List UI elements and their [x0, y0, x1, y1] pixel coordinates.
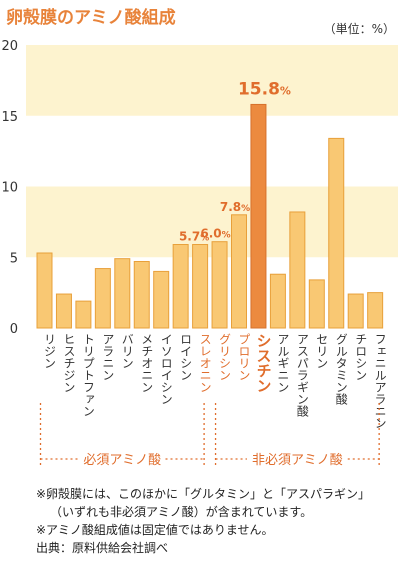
value-label-unit: % [280, 84, 291, 97]
group-brackets: 必須アミノ酸 非必須アミノ酸 [39, 403, 380, 468]
value-label-unit: % [222, 231, 231, 241]
category-label: メチオニン [140, 333, 154, 393]
category-label: バリン [120, 333, 134, 369]
footnote-2: （いずれも非必須アミノ酸）が含まれています。 [50, 505, 313, 519]
value-labels: 5.7%6.0%7.8%15.8% [179, 79, 291, 243]
bar-8 [172, 244, 189, 329]
category-label: フェニルアラニン [373, 333, 387, 429]
category-label: スレオニン [198, 333, 212, 393]
group-label: 必須アミノ酸 [83, 453, 161, 468]
chart-title: 卵殻膜のアミノ酸組成 [6, 8, 176, 28]
value-label: 6.0% [200, 227, 230, 241]
footnote-3: ※アミノ酸組成値は固定値ではありません。 [36, 523, 274, 537]
source-note: 出典：原料供給会社調べ [36, 541, 169, 555]
category-label: シスチン [254, 333, 272, 393]
y-tick-label: 15 [1, 110, 18, 125]
category-label: リジン [43, 333, 57, 369]
category-label: イソロイシン [159, 333, 173, 405]
bar-6 [133, 260, 150, 329]
category-label: セリン [315, 333, 329, 369]
category-label: チロシン [354, 333, 368, 381]
bar-5 [114, 258, 131, 329]
bars [36, 103, 384, 329]
category-label: グルタミン酸 [334, 333, 348, 405]
bar-14 [289, 211, 306, 329]
category-label: アラニン [101, 333, 115, 381]
value-label-number: 7.8 [220, 200, 241, 214]
bar-4 [94, 268, 111, 329]
y-tick-label: 0 [10, 322, 18, 337]
value-label-number: 6.0 [200, 227, 221, 241]
value-label: 7.8% [220, 200, 250, 214]
category-label: ヒスチジン [62, 333, 76, 393]
footnotes: ※卵殻膜には、このほかに「グルタミン」と「アスパラギン」 （いずれも非必須アミノ… [36, 485, 401, 557]
bar-7 [153, 270, 170, 329]
bar-11 [231, 214, 247, 329]
category-label: グリシン [218, 333, 232, 381]
category-label: アスパラギン酸 [295, 333, 309, 417]
value-label-number: 15.8 [238, 79, 280, 99]
bar-12 [250, 103, 267, 329]
bar-17 [347, 293, 364, 329]
bar-1 [36, 252, 53, 329]
bar-15 [308, 279, 325, 329]
y-tick-label: 5 [10, 251, 18, 266]
category-label: トリプトファン [81, 333, 95, 417]
bar-18 [367, 292, 384, 329]
y-tick-label: 20 [1, 39, 18, 54]
value-label: 5.7% [179, 230, 209, 244]
unit-label: （単位：%） [323, 22, 395, 36]
value-label-number: 5.7 [179, 230, 200, 244]
category-label: ロイシン [179, 333, 193, 381]
bar-3 [75, 300, 92, 329]
y-axis: 0 5 10 15 20 [1, 39, 18, 337]
value-label-unit: % [200, 234, 209, 244]
category-label: プロリン [237, 333, 251, 381]
bar-16 [328, 137, 345, 329]
band-1 [26, 45, 398, 116]
value-label-unit: % [241, 204, 250, 214]
bar-2 [55, 293, 72, 329]
value-label: 15.8% [238, 79, 291, 99]
bar-9 [192, 244, 209, 329]
bar-13 [269, 273, 286, 329]
bar-10 [211, 241, 228, 329]
footnote-1: ※卵殻膜には、このほかに「グルタミン」と「アスパラギン」 [36, 487, 371, 501]
group-label: 非必須アミノ酸 [252, 453, 343, 468]
category-label: アルギニン [276, 333, 290, 393]
category-labels: リジン ヒスチジン トリプトファン アラニン バリン メチオニン イソロイシン ロイシン スレオ… [43, 333, 388, 429]
y-tick-label: 10 [1, 181, 18, 196]
